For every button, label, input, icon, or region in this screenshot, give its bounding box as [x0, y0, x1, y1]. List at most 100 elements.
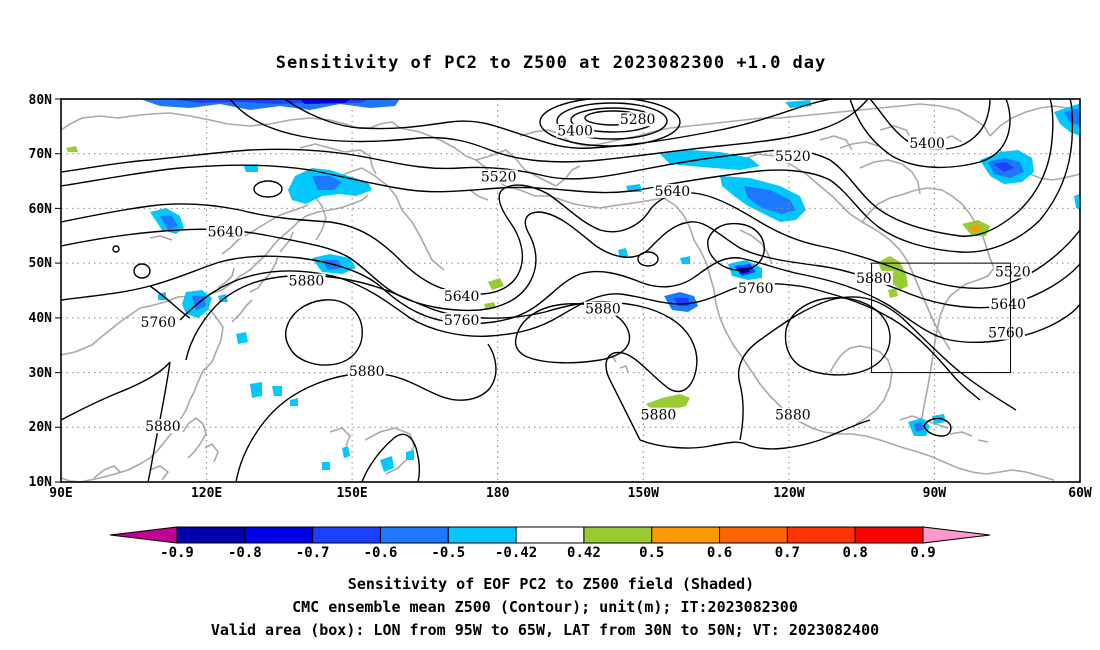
latitude-labels: 10N 20N 30N 40N 50N 60N 70N 80N	[29, 93, 53, 490]
colorbar-swatch-6	[583, 526, 653, 544]
longitude-labels: 90E 120E 150E 180 150W 120W 90W 60W	[49, 486, 1092, 501]
colorbar-swatch-5	[515, 526, 585, 544]
colorbar-swatch-3	[379, 526, 449, 544]
contour-label-5520-4: 5520	[775, 149, 811, 165]
colorbar-swatch-8	[719, 526, 788, 544]
contour-5340	[556, 102, 668, 140]
contour-label-bg	[442, 313, 481, 328]
contour-small-6	[923, 417, 952, 437]
contour-label-bg	[618, 112, 657, 127]
contour-label-5400-1: 5400	[557, 124, 593, 140]
colorbar-swatch-9	[786, 526, 856, 544]
contour-5880-s4	[639, 419, 871, 450]
lat-label-80n: 80N	[29, 93, 53, 108]
colorbar-label-7: 0.5	[639, 545, 664, 561]
lon-label-150e: 150E	[336, 486, 367, 501]
lon-label-120w: 120W	[773, 486, 804, 501]
contour-label-5760-10: 5760	[140, 315, 176, 331]
contour-small-3	[112, 245, 120, 253]
contour-5880-high-w	[284, 299, 363, 366]
colorbar: -0.9 -0.8 -0.7 -0.6 -0.5 -0.42 0.42 0.5 0.6 0.7 0.…	[109, 526, 991, 561]
contour-label-5880-20: 5880	[145, 419, 181, 435]
lat-label-40n: 40N	[29, 311, 53, 326]
colorbar-label-1: -0.8	[228, 545, 262, 561]
colorbar-label-6: 0.42	[567, 545, 601, 561]
contour-5880-high-c	[514, 303, 631, 364]
contour-label-bg	[989, 297, 1028, 312]
contour-label-5880-16: 5880	[856, 271, 892, 287]
colorbar-label-2: -0.7	[296, 545, 330, 561]
contour-label-bg	[986, 325, 1025, 340]
colorbar-swatch-1	[244, 526, 314, 544]
colorbar-swatch-10	[854, 526, 924, 544]
contour-label-5640-9: 5640	[990, 297, 1026, 313]
contour-label-5760-11: 5760	[444, 313, 480, 329]
colorbar-label-10: 0.8	[843, 545, 868, 561]
contour-label-bg	[993, 264, 1032, 279]
contour-label-5640-7: 5640	[208, 224, 244, 240]
lon-label-90e: 90E	[49, 486, 72, 501]
contour-label-5400-2: 5400	[909, 136, 945, 152]
colorbar-label-5: -0.42	[495, 545, 537, 561]
contour-label-bg	[287, 273, 326, 288]
contour-labels: 5280 5400 5400 5520 5520 5520 5640 5640 5640 5640…	[139, 112, 1032, 435]
contour-5880-east	[737, 296, 1017, 441]
contour-label-bg	[139, 315, 178, 330]
valid-area-box	[871, 262, 1012, 374]
contour-label-5280-0: 5280	[620, 112, 656, 128]
contour-5640	[61, 184, 1080, 295]
contour-5460-east	[849, 99, 1011, 169]
lat-label-10n: 10N	[29, 475, 53, 490]
lat-label-50n: 50N	[29, 256, 53, 271]
contour-5760-rise	[149, 285, 191, 319]
contour-label-bg	[442, 288, 481, 303]
contour-label-bg	[736, 280, 775, 295]
contour-5580	[61, 99, 1074, 253]
contour-5460	[229, 99, 869, 163]
footer-line-3: Valid area (box): LON from 95W to 65W, L…	[211, 621, 879, 639]
footer-line-1: Sensitivity of EOF PC2 to Z500 field (Sh…	[348, 575, 754, 593]
contour-5400-east	[869, 99, 991, 151]
contour-5880-sw	[61, 361, 171, 421]
contour-label-5880-15: 5880	[585, 302, 621, 318]
contour-label-bg	[479, 169, 518, 184]
lat-label-60n: 60N	[29, 202, 53, 217]
contour-5880-high-e	[784, 297, 891, 376]
colorbar-label-3: -0.6	[364, 545, 398, 561]
contour-label-5640-6: 5640	[655, 184, 691, 200]
colorbar-label-0: -0.9	[160, 545, 194, 561]
colorbar-swatch-7	[651, 526, 721, 544]
contour-small-2	[133, 263, 151, 279]
contour-label-bg	[206, 224, 245, 239]
footer-text: Sensitivity of EOF PC2 to Z500 field (Sh…	[211, 575, 879, 639]
footer-line-2: CMC ensemble mean Z500 (Contour); unit(m…	[292, 598, 798, 616]
contour-label-5760-13: 5760	[988, 326, 1024, 342]
contour-label-bg	[653, 183, 692, 198]
contour-5400	[284, 99, 833, 149]
contour-label-5880-14: 5880	[289, 274, 325, 290]
contour-small-4	[637, 251, 659, 267]
colorbar-label-11: 0.9	[910, 545, 935, 561]
contour-label-5520-3: 5520	[481, 170, 517, 186]
colorbar-label-4: -0.5	[431, 545, 465, 561]
contour-label-bg	[639, 407, 678, 422]
map-background	[61, 99, 1080, 482]
figure-title: Sensitivity of PC2 to Z500 at 2023082300…	[276, 53, 827, 73]
contour-label-5640-8: 5640	[444, 289, 480, 305]
colorbar-max-triangle	[922, 526, 991, 544]
z500-contours	[61, 99, 1080, 482]
contour-label-bg	[556, 123, 595, 138]
contour-label-bg	[143, 419, 182, 434]
contour-5880-s3	[361, 433, 421, 482]
contour-label-bg	[347, 363, 386, 378]
contour-label-5520-5: 5520	[995, 264, 1031, 280]
contour-5520	[61, 99, 1054, 237]
colorbar-min-triangle	[109, 526, 178, 544]
contour-small-5	[707, 222, 765, 271]
axis-ticks	[55, 98, 61, 483]
colorbar-swatch-2	[312, 526, 381, 544]
contour-5880-s1	[147, 361, 171, 482]
contour-label-bg	[908, 135, 947, 150]
contour-label-5880-19: 5880	[775, 408, 811, 424]
